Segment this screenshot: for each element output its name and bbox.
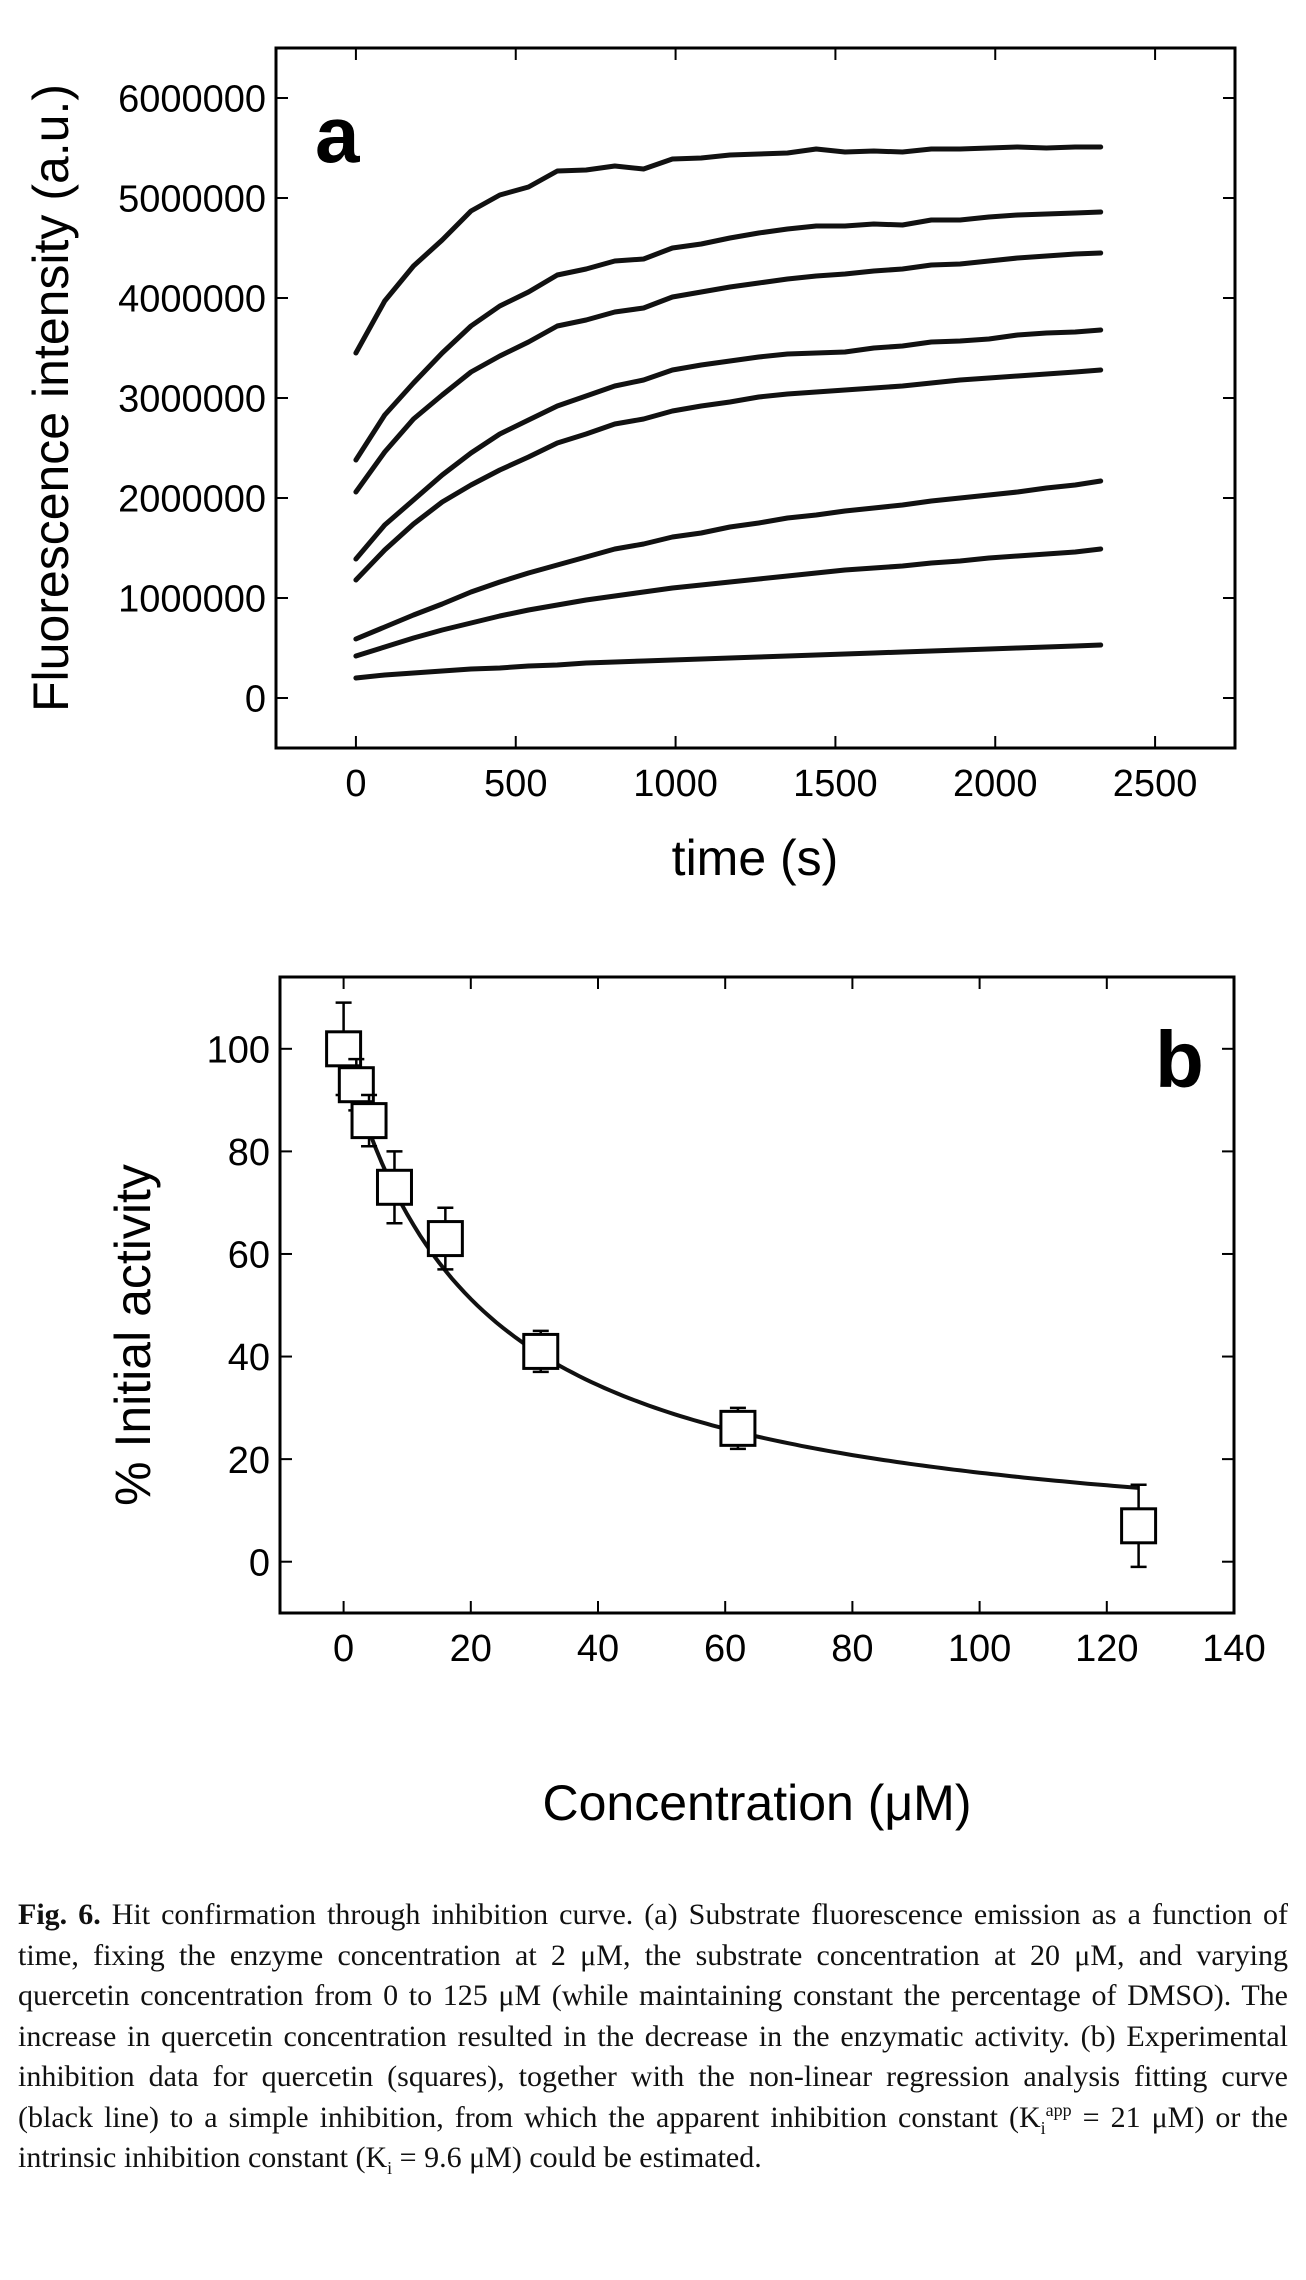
data-point bbox=[350, 1102, 388, 1140]
y-tick-label: 3000000 bbox=[118, 379, 266, 421]
figure: 0 500 1000 1500 2000 2500 0 1000000 2000000 30000… bbox=[23, 46, 1266, 1831]
series-line-3 bbox=[353, 250, 1104, 495]
x-tick-label: 500 bbox=[484, 763, 547, 805]
y-tick-label: 5000000 bbox=[118, 179, 266, 221]
caption-subscript: i bbox=[1040, 2117, 1046, 2138]
x-tick-label: 120 bbox=[1075, 1628, 1138, 1670]
x-tick-label: 1000 bbox=[633, 763, 718, 805]
series-line-7 bbox=[353, 546, 1104, 659]
x-axis-label: time (s) bbox=[672, 830, 839, 886]
y-tick-label: 0 bbox=[245, 679, 266, 721]
y-axis-label: Fluorescence intensity (a.u.) bbox=[23, 84, 79, 712]
series-line-5 bbox=[353, 367, 1104, 583]
data-point bbox=[375, 1168, 413, 1206]
panel-label: a bbox=[315, 90, 360, 179]
data-point bbox=[719, 1409, 757, 1447]
y-tick-label: 4000000 bbox=[118, 279, 266, 321]
caption-text: = 9.6 μM) could be estimated. bbox=[392, 2141, 762, 2174]
y-tick-label: 80 bbox=[228, 1132, 270, 1174]
caption-text: = 21 μM) or the intrinsic inhibition con… bbox=[18, 2100, 1288, 2175]
caption-label: Fig. 6. bbox=[18, 1898, 101, 1931]
y-tick-label: 100 bbox=[207, 1029, 270, 1071]
data-point bbox=[1120, 1507, 1158, 1545]
y-tick-label: 1000000 bbox=[118, 579, 266, 621]
x-tick-label: 1500 bbox=[793, 763, 878, 805]
plot-frame bbox=[278, 975, 1236, 1615]
caption-text: Hit confirmation through inhibition curv… bbox=[18, 1898, 1288, 2134]
y-axis-label: % Initial activity bbox=[105, 1164, 161, 1506]
data-point bbox=[522, 1332, 560, 1370]
series-line-1 bbox=[353, 144, 1104, 356]
x-tick-label: 2000 bbox=[953, 763, 1038, 805]
caption-superscript: app bbox=[1045, 2099, 1072, 2120]
panel-label: b bbox=[1155, 1015, 1204, 1104]
series-line-4 bbox=[353, 327, 1104, 562]
figure-caption: Fig. 6. Hit confirmation through inhibit… bbox=[18, 1895, 1288, 2179]
x-tick-label: 0 bbox=[345, 763, 366, 805]
x-tick-label: 20 bbox=[450, 1628, 492, 1670]
series-line-2 bbox=[353, 209, 1104, 463]
x-tick-label: 40 bbox=[577, 1628, 619, 1670]
y-tick-label: 40 bbox=[228, 1337, 270, 1379]
x-tick-label: 60 bbox=[704, 1628, 746, 1670]
x-tick-label: 0 bbox=[333, 1628, 354, 1670]
y-tick-label: 0 bbox=[249, 1542, 270, 1584]
x-tick-label: 100 bbox=[948, 1628, 1011, 1670]
x-axis-label: Concentration (μM) bbox=[543, 1775, 972, 1831]
x-tick-label: 80 bbox=[831, 1628, 873, 1670]
caption-subscript: i bbox=[387, 2158, 393, 2178]
data-point bbox=[426, 1220, 464, 1258]
chart-a: 0 500 1000 1500 2000 2500 0 1000000 2000000 30000… bbox=[23, 46, 1237, 886]
x-tick-label: 2500 bbox=[1113, 763, 1198, 805]
y-tick-label: 20 bbox=[228, 1440, 270, 1482]
series-line-6 bbox=[353, 478, 1104, 642]
y-tick-label: 6000000 bbox=[118, 79, 266, 121]
chart-b: 0 20 40 60 80 100 120 140 0 20 40 60 80 100 b Concent… bbox=[105, 975, 1266, 1831]
x-tick-label: 140 bbox=[1202, 1628, 1265, 1670]
y-tick-label: 2000000 bbox=[118, 479, 266, 521]
y-tick-label: 60 bbox=[228, 1235, 270, 1277]
series-line-8 bbox=[353, 642, 1104, 681]
